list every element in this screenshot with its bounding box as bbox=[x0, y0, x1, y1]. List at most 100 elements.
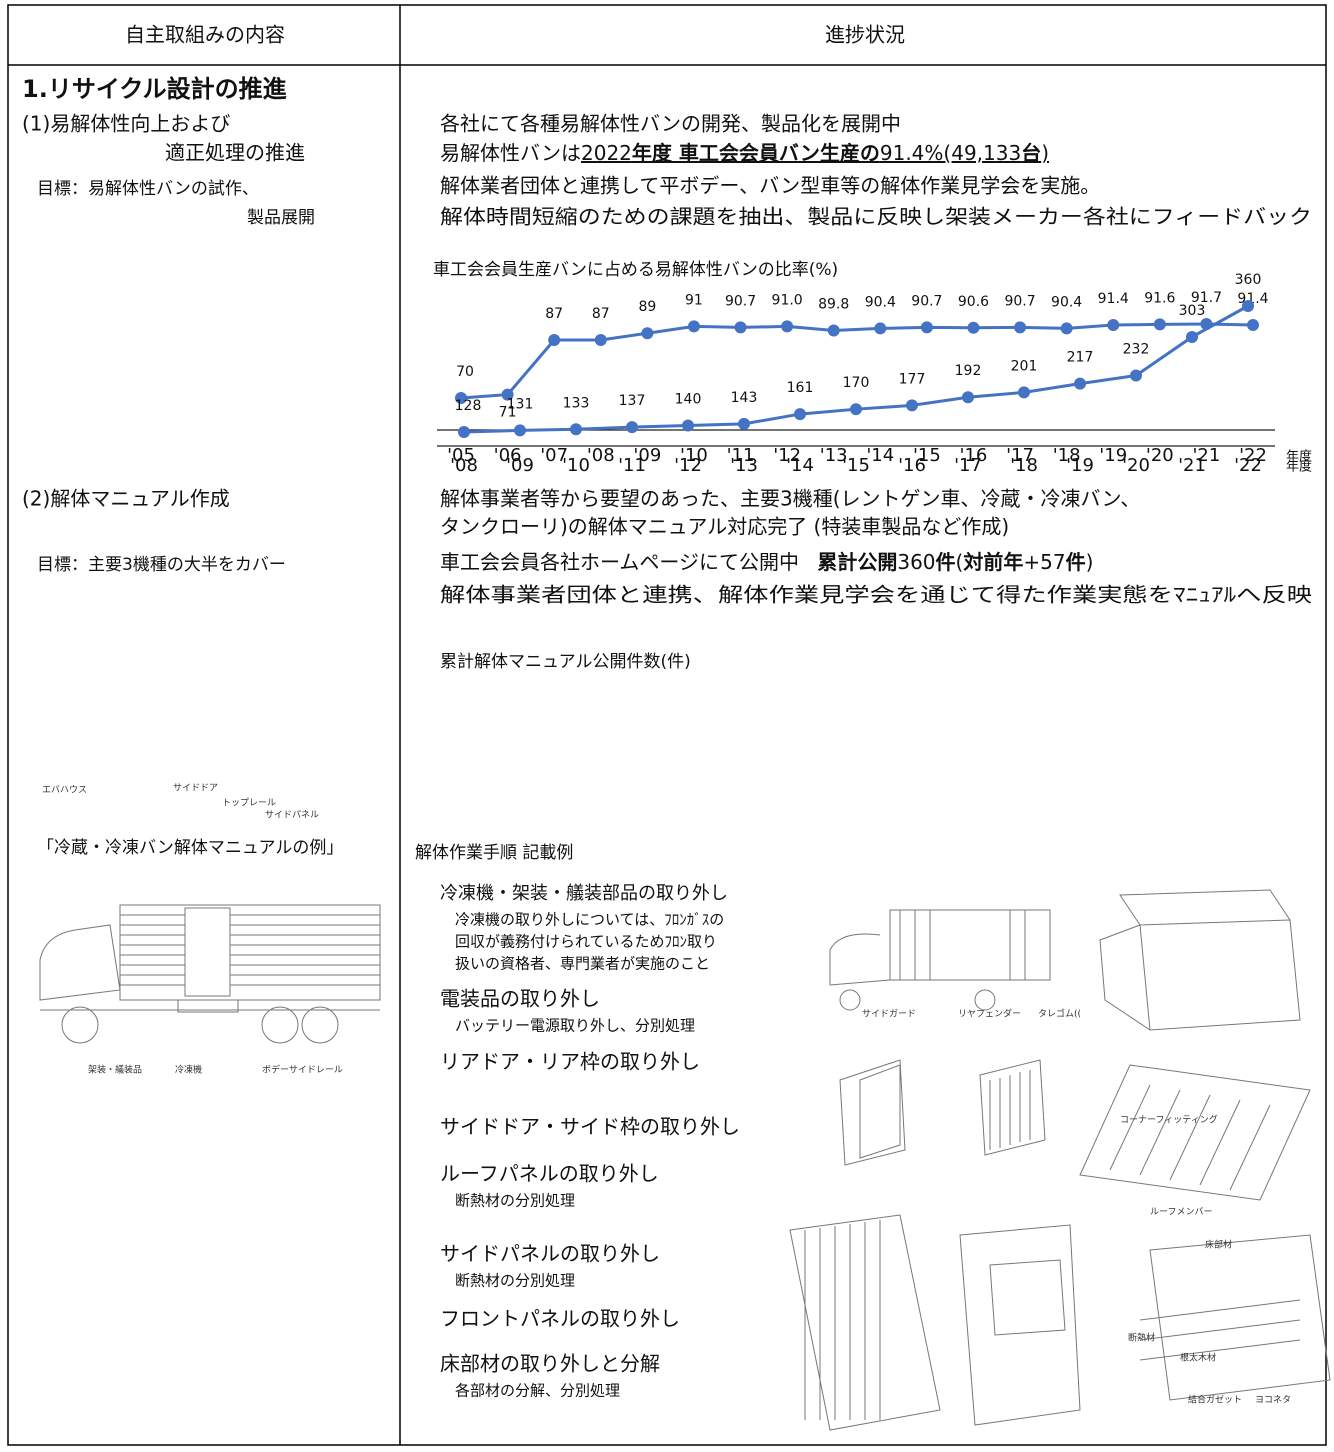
data-point bbox=[458, 426, 470, 438]
x-tick-label: '13 bbox=[820, 445, 848, 466]
x-tick-label: '11 bbox=[618, 455, 646, 476]
progress-line: 解体事業者等から要望のあった、主要3機種(レントゲン車、冷蔵・冷凍バン、 bbox=[440, 487, 1140, 511]
illustration-label: サイドガード bbox=[862, 1009, 916, 1020]
progress-line: 解体時間短縮のための課題を抽出、製品に反映し架装メーカー各社にフィードバック bbox=[440, 205, 1312, 229]
data-point bbox=[906, 399, 918, 412]
example-title: 「冷蔵・冷凍バン解体マニュアルの例」 bbox=[37, 838, 343, 858]
step-note: 断熱材の分別処理 bbox=[455, 1272, 575, 1290]
x-axis-label: 年度 bbox=[1286, 449, 1312, 465]
illustration-label: サイドドア bbox=[173, 783, 218, 794]
data-label: 137 bbox=[619, 393, 646, 409]
x-tick-label: '16 bbox=[898, 455, 926, 476]
truck-illustration bbox=[39, 904, 381, 1044]
x-tick-label: '17 bbox=[1006, 445, 1034, 466]
data-label: 87 bbox=[545, 306, 563, 322]
data-point bbox=[682, 419, 694, 432]
data-label: 131 bbox=[507, 396, 534, 412]
step-title: フロントパネルの取り外し bbox=[440, 1307, 680, 1331]
data-label: 70 bbox=[456, 364, 474, 380]
data-point bbox=[1018, 386, 1030, 399]
data-point bbox=[1153, 318, 1166, 331]
text: 360 bbox=[897, 550, 935, 574]
illustration-label: 断熱材 bbox=[1128, 1332, 1155, 1344]
x-tick-label: '13 bbox=[730, 455, 758, 476]
illustration-label: 冷凍機 bbox=[175, 1064, 202, 1076]
step-title: ルーフパネルの取り外し bbox=[440, 1162, 659, 1186]
data-label: 201 bbox=[1011, 358, 1038, 374]
text: 2022 bbox=[581, 141, 632, 165]
x-tick-label: '22 bbox=[1234, 455, 1262, 476]
x-tick-label: '14 bbox=[786, 455, 814, 476]
chart-title: 累計解体マニュアル公開件数(件) bbox=[440, 652, 691, 672]
data-label: 91 bbox=[685, 292, 703, 308]
step-title: サイドドア・サイド枠の取り外し bbox=[440, 1115, 740, 1139]
x-tick-label: '08 bbox=[587, 445, 615, 466]
chart-title: 車工会会員生産バンに占める易解体性バンの比率(%) bbox=[433, 260, 838, 280]
progress-line: タンクローリ)の解体マニュアル対応完了 (特装車製品など作成) bbox=[440, 515, 1009, 539]
text: 件 bbox=[936, 550, 956, 574]
x-tick-label: '09 bbox=[633, 445, 661, 466]
data-label: 91.7 bbox=[1191, 290, 1222, 306]
data-label: 133 bbox=[563, 395, 590, 411]
data-label: 90.4 bbox=[1051, 294, 1082, 310]
text: ( bbox=[956, 550, 964, 574]
data-point bbox=[1107, 319, 1120, 332]
data-label: 89.8 bbox=[818, 296, 849, 312]
x-tick-label: '05 bbox=[447, 445, 475, 466]
x-tick-label: '08 bbox=[450, 455, 478, 476]
x-tick-label: '21 bbox=[1178, 455, 1206, 476]
data-point bbox=[626, 421, 638, 434]
data-point bbox=[874, 322, 887, 335]
illustration-label: 架装・艤装品 bbox=[88, 1064, 142, 1076]
x-tick-label: '15 bbox=[842, 455, 870, 476]
data-label: 91.4 bbox=[1098, 291, 1129, 307]
x-tick-label: '07 bbox=[540, 445, 568, 466]
illustration-label: 結合ガゼット bbox=[1188, 1394, 1242, 1406]
data-label: 90.7 bbox=[725, 293, 756, 309]
data-point bbox=[827, 324, 840, 337]
illustration-label: コーナーフィッティング bbox=[1120, 1114, 1218, 1126]
item-heading: (1)易解体性向上および bbox=[22, 112, 230, 136]
x-tick-label: '20 bbox=[1122, 455, 1150, 476]
data-label: 192 bbox=[955, 363, 982, 379]
header-cell: 進捗状況 bbox=[825, 23, 905, 47]
step-note: 扱いの資格者、専門業者が実施のこと bbox=[455, 955, 710, 973]
progress-line: 解体業者団体と連携して平ボデー、バン型車等の解体作業見学会を実施。 bbox=[440, 174, 1100, 198]
data-label: 303 bbox=[1179, 303, 1206, 319]
data-point bbox=[1247, 319, 1259, 332]
text: ) bbox=[1041, 141, 1049, 165]
data-label: 140 bbox=[675, 391, 702, 407]
illustration-label: リヤフェンダー bbox=[958, 1008, 1021, 1020]
x-tick-label: '19 bbox=[1099, 445, 1127, 466]
text: 年度 車工会会員バン生産の bbox=[632, 141, 880, 165]
illustration-label: ルーフメンバー bbox=[1150, 1207, 1212, 1218]
x-tick-label: '21 bbox=[1192, 445, 1220, 466]
data-point bbox=[570, 423, 582, 436]
goal: 目標：主要3機種の大半をカバー bbox=[37, 555, 286, 575]
text: 台 bbox=[1021, 141, 1041, 165]
progress-highlight: 車工会会員各社ホームページにて公開中 累計公開360件(対前年+57件) bbox=[440, 550, 1093, 574]
data-point bbox=[781, 320, 794, 333]
step-note: バッテリー電源取り外し、分別処理 bbox=[455, 1017, 695, 1035]
x-tick-label: '10 bbox=[562, 455, 590, 476]
data-line bbox=[460, 322, 1254, 400]
text: 件 bbox=[1066, 550, 1086, 574]
x-tick-label: '22 bbox=[1239, 445, 1267, 466]
data-point bbox=[920, 321, 933, 334]
data-point bbox=[1014, 321, 1027, 334]
data-label: 91.6 bbox=[1144, 290, 1175, 306]
x-tick-label: '17 bbox=[954, 455, 982, 476]
detail-illustrations bbox=[789, 889, 1331, 1431]
data-point bbox=[967, 321, 980, 334]
data-point bbox=[687, 320, 700, 333]
procedure-title: 解体作業手順 記載例 bbox=[415, 843, 573, 863]
x-tick-label: '12 bbox=[674, 455, 702, 476]
data-label: 90.7 bbox=[1004, 293, 1035, 309]
data-label: 177 bbox=[899, 371, 926, 387]
x-tick-label: '18 bbox=[1053, 445, 1081, 466]
step-title: 電装品の取り外し bbox=[440, 987, 600, 1011]
data-label: 90.6 bbox=[958, 294, 989, 310]
step-title: サイドパネルの取り外し bbox=[440, 1242, 660, 1266]
item-heading: 適正処理の推進 bbox=[165, 141, 305, 165]
